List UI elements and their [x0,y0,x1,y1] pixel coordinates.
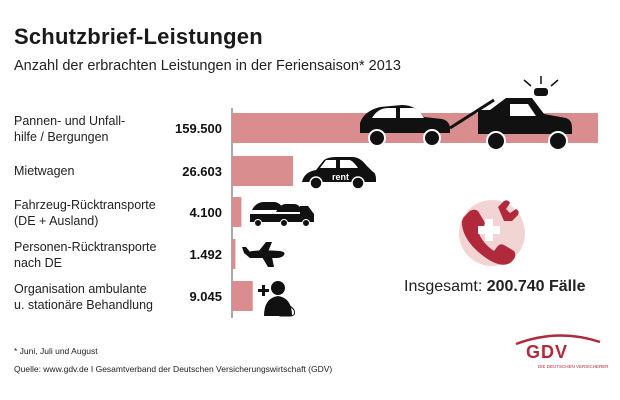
chart-subtitle: Anzahl der erbrachten Leistungen in der … [14,58,401,74]
total-summary: Insgesamt: 200.740 Fälle [404,278,585,296]
value-label: 4.100 [189,205,222,220]
emergency-phone-icon [452,193,532,278]
medical-person-icon [258,281,295,317]
logo-word: GDV [526,342,569,362]
category-label: nach DE [14,256,62,270]
rental-car-icon: rent [302,157,376,190]
total-value: 200.740 Fälle [486,278,586,295]
category-label: Fahrzeug-Rücktransporte [14,198,156,212]
category-label: Organisation ambulante [14,282,147,296]
value-label: 9.045 [189,289,222,304]
footnote: * Juni, Juli und August [14,346,98,356]
value-label: 26.603 [182,164,222,179]
tow-truck-icon [360,76,572,151]
value-label: 1.492 [189,247,222,262]
airplane-icon [242,242,285,267]
source-note: Quelle: www.gdv.de I Gesamtverband der D… [14,364,333,374]
bar-5 [232,281,253,311]
total-label: Insgesamt: [404,278,483,295]
category-label: Mietwagen [14,164,74,178]
rent-icon-text: rent [332,172,349,182]
value-label: 159.500 [175,121,222,136]
category-label: u. stationäre Behandlung [14,298,153,312]
bar-chart: Pannen- und Unfall-hilfe / Bergungen 159.… [14,76,598,318]
category-label: Pannen- und Unfall- [14,114,125,128]
car-transporter-icon [250,202,314,227]
gdv-logo: GDV DIE DEUTSCHEN VERSICHERER [512,332,609,374]
category-label: (DE + Ausland) [14,214,98,228]
bar-2 [232,156,294,186]
chart-title: Schutzbrief-Leistungen [14,24,263,49]
category-label: hilfe / Bergungen [14,130,109,144]
bar-3 [232,197,242,227]
category-label: Personen-Rücktransporte [14,240,156,254]
logo-tagline: DIE DEUTSCHEN VERSICHERER [538,364,609,369]
bar-4 [232,239,236,269]
